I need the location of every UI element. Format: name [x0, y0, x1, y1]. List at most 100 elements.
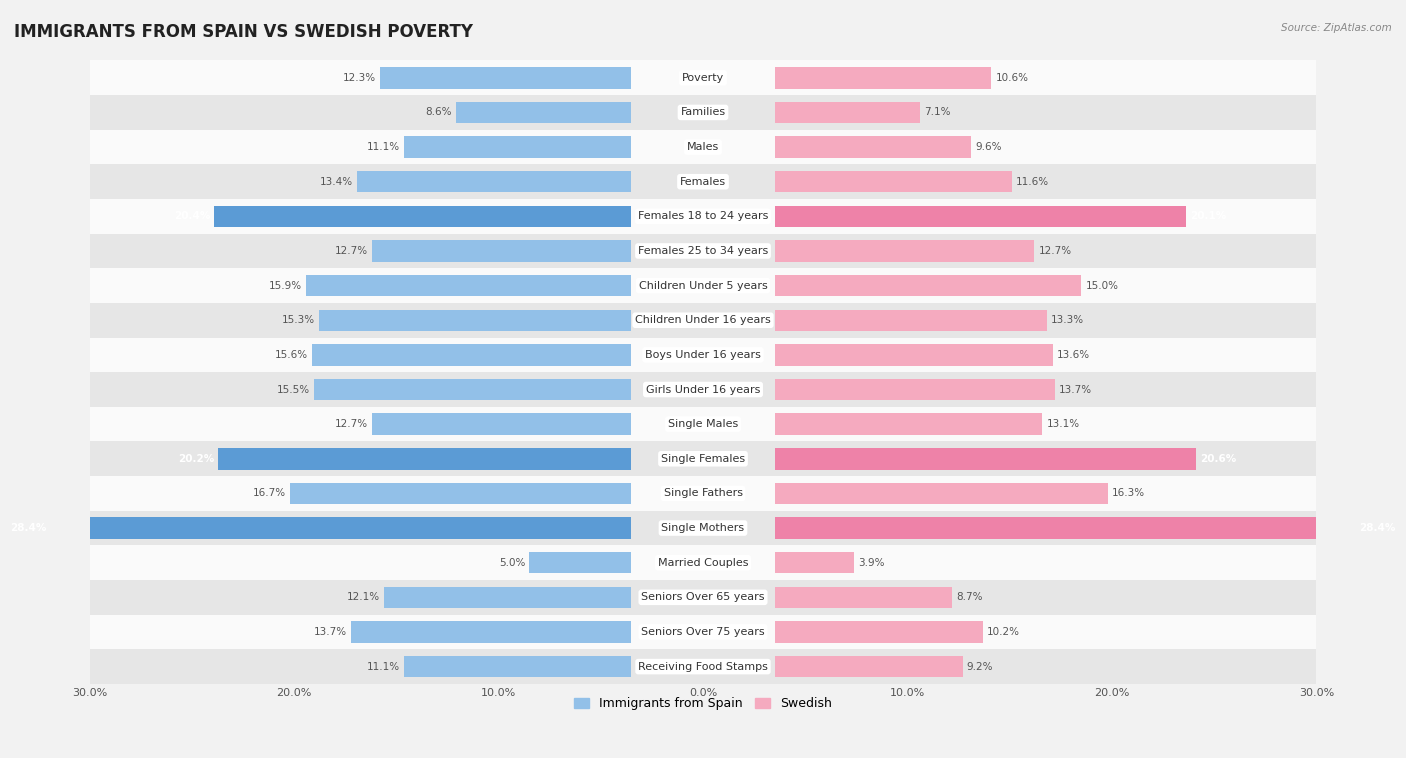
- Bar: [775, 136, 972, 158]
- Text: 15.3%: 15.3%: [281, 315, 315, 325]
- Bar: [90, 650, 1316, 684]
- Text: 7.1%: 7.1%: [924, 108, 950, 117]
- Bar: [775, 240, 1035, 262]
- Text: Boys Under 16 years: Boys Under 16 years: [645, 350, 761, 360]
- Bar: [90, 164, 1316, 199]
- Text: Girls Under 16 years: Girls Under 16 years: [645, 384, 761, 394]
- Bar: [384, 587, 631, 608]
- Bar: [775, 656, 963, 678]
- Bar: [357, 171, 631, 193]
- Bar: [90, 372, 1316, 407]
- Text: Females 18 to 24 years: Females 18 to 24 years: [638, 211, 768, 221]
- Text: 5.0%: 5.0%: [499, 558, 524, 568]
- Text: 13.7%: 13.7%: [314, 627, 347, 637]
- Text: 3.9%: 3.9%: [859, 558, 884, 568]
- Bar: [775, 205, 1185, 227]
- Text: Males: Males: [688, 142, 718, 152]
- Text: Source: ZipAtlas.com: Source: ZipAtlas.com: [1281, 23, 1392, 33]
- Bar: [456, 102, 631, 123]
- Text: Females 25 to 34 years: Females 25 to 34 years: [638, 246, 768, 256]
- Bar: [380, 67, 631, 89]
- Text: 12.7%: 12.7%: [335, 246, 367, 256]
- Bar: [90, 407, 1316, 441]
- Text: 16.3%: 16.3%: [1112, 488, 1144, 499]
- Text: 12.3%: 12.3%: [343, 73, 375, 83]
- Bar: [90, 61, 1316, 95]
- Bar: [775, 171, 1012, 193]
- Bar: [775, 67, 991, 89]
- Bar: [90, 95, 1316, 130]
- Text: 15.6%: 15.6%: [276, 350, 308, 360]
- Bar: [90, 511, 1316, 545]
- Text: 11.6%: 11.6%: [1017, 177, 1049, 186]
- Text: Married Couples: Married Couples: [658, 558, 748, 568]
- Legend: Immigrants from Spain, Swedish: Immigrants from Spain, Swedish: [569, 692, 837, 715]
- Text: 10.2%: 10.2%: [987, 627, 1021, 637]
- Text: Females: Females: [681, 177, 725, 186]
- Bar: [405, 136, 631, 158]
- Text: Single Females: Single Females: [661, 454, 745, 464]
- Text: 13.6%: 13.6%: [1057, 350, 1090, 360]
- Bar: [371, 413, 631, 435]
- Text: 28.4%: 28.4%: [10, 523, 46, 533]
- Bar: [352, 622, 631, 643]
- Bar: [90, 233, 1316, 268]
- Text: Children Under 16 years: Children Under 16 years: [636, 315, 770, 325]
- Text: Single Mothers: Single Mothers: [661, 523, 745, 533]
- Text: IMMIGRANTS FROM SPAIN VS SWEDISH POVERTY: IMMIGRANTS FROM SPAIN VS SWEDISH POVERTY: [14, 23, 472, 41]
- Text: 15.0%: 15.0%: [1085, 280, 1118, 290]
- Bar: [775, 483, 1108, 504]
- Bar: [775, 309, 1046, 331]
- Text: 12.7%: 12.7%: [335, 419, 367, 429]
- Bar: [775, 622, 983, 643]
- Text: 13.4%: 13.4%: [321, 177, 353, 186]
- Text: 9.6%: 9.6%: [974, 142, 1001, 152]
- Text: Families: Families: [681, 108, 725, 117]
- Text: 20.2%: 20.2%: [179, 454, 214, 464]
- Bar: [307, 275, 631, 296]
- Text: 20.4%: 20.4%: [174, 211, 209, 221]
- Bar: [90, 303, 1316, 337]
- Text: 15.5%: 15.5%: [277, 384, 311, 394]
- Bar: [90, 199, 1316, 233]
- Bar: [90, 476, 1316, 511]
- Text: 20.1%: 20.1%: [1189, 211, 1226, 221]
- Bar: [405, 656, 631, 678]
- Text: 8.7%: 8.7%: [956, 592, 983, 603]
- Bar: [775, 517, 1355, 539]
- Bar: [51, 517, 631, 539]
- Text: 13.1%: 13.1%: [1046, 419, 1080, 429]
- Bar: [319, 309, 631, 331]
- Bar: [775, 102, 920, 123]
- Bar: [529, 552, 631, 573]
- Bar: [90, 545, 1316, 580]
- Bar: [371, 240, 631, 262]
- Bar: [290, 483, 631, 504]
- Text: 11.1%: 11.1%: [367, 662, 401, 672]
- Text: 13.3%: 13.3%: [1050, 315, 1084, 325]
- Text: Receiving Food Stamps: Receiving Food Stamps: [638, 662, 768, 672]
- Text: Single Males: Single Males: [668, 419, 738, 429]
- Bar: [775, 413, 1042, 435]
- Text: Seniors Over 65 years: Seniors Over 65 years: [641, 592, 765, 603]
- Bar: [218, 448, 631, 469]
- Text: 10.6%: 10.6%: [995, 73, 1028, 83]
- Text: 15.9%: 15.9%: [269, 280, 302, 290]
- Text: 13.7%: 13.7%: [1059, 384, 1092, 394]
- Text: 16.7%: 16.7%: [253, 488, 285, 499]
- Text: Poverty: Poverty: [682, 73, 724, 83]
- Bar: [214, 205, 631, 227]
- Bar: [315, 379, 631, 400]
- Bar: [90, 441, 1316, 476]
- Bar: [312, 344, 631, 365]
- Bar: [775, 275, 1081, 296]
- Text: 12.7%: 12.7%: [1039, 246, 1071, 256]
- Bar: [775, 448, 1197, 469]
- Bar: [775, 552, 855, 573]
- Bar: [90, 615, 1316, 650]
- Bar: [90, 337, 1316, 372]
- Text: Single Fathers: Single Fathers: [664, 488, 742, 499]
- Text: 9.2%: 9.2%: [967, 662, 993, 672]
- Bar: [775, 379, 1054, 400]
- Text: 11.1%: 11.1%: [367, 142, 401, 152]
